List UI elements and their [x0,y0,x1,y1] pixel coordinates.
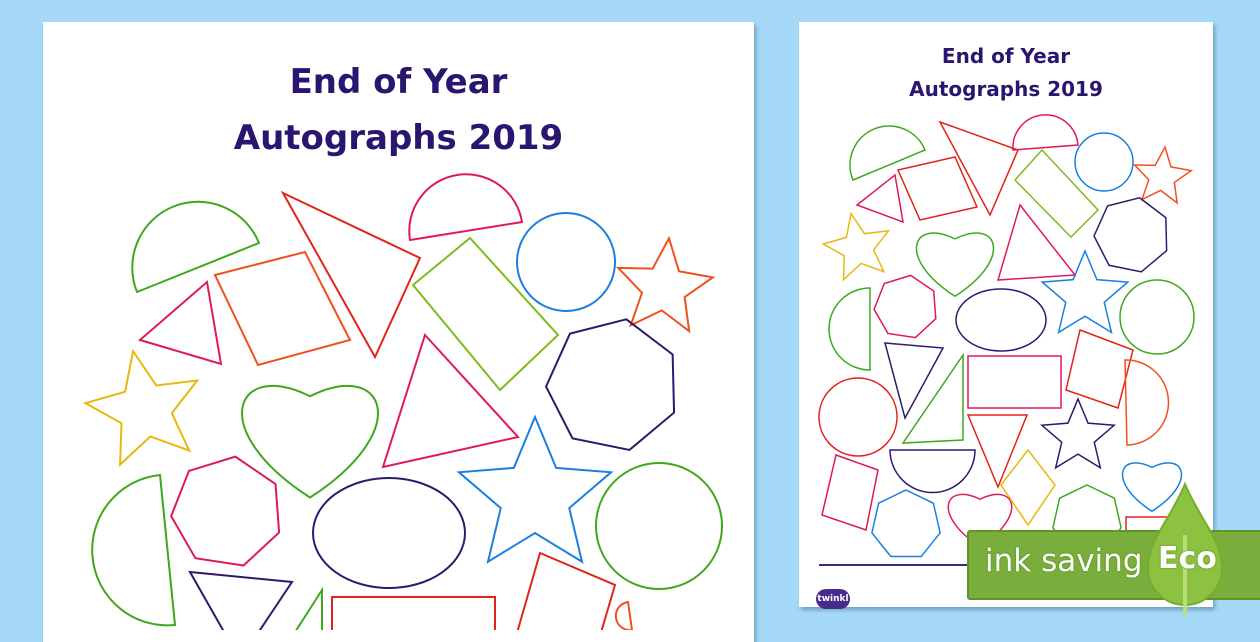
triangle-shape [901,352,964,444]
triangle-shape [137,280,223,366]
square-shape [213,250,352,367]
star-shape [821,211,891,282]
semicircle-shape [91,473,177,627]
square-shape [821,454,879,531]
circle-shape [818,377,898,457]
worksheet-preview-large: End of Year Autographs 2019 [43,22,754,642]
semicircle-shape [828,287,871,371]
sheet-title-line2: Autographs 2019 [233,118,564,158]
rectangle-shape [967,355,1062,409]
heptagon-shape [544,318,676,452]
star-shape [1132,145,1194,205]
heptagon-shape [1093,196,1168,273]
semicircle-shape [1012,114,1079,151]
semicircle-shape [1124,359,1170,446]
triangle-shape [381,333,520,469]
triangle-shape [884,342,945,421]
circle-shape [516,212,616,312]
sheet-title-line2: Autographs 2019 [909,77,1103,101]
circle-shape [1119,279,1195,355]
triangle-shape [188,570,294,630]
triangle-shape [996,203,1077,281]
square-shape [1065,328,1134,409]
sheet-title-line1: End of Year [289,62,508,102]
semicircle-shape [131,200,261,294]
triangle-shape [295,586,323,630]
star-shape [456,414,614,564]
circle-shape [1074,132,1134,192]
diamond-shape [1000,448,1056,527]
star-shape [1040,397,1116,470]
heptagon-shape [871,489,941,558]
star-shape [615,235,716,334]
footer-divider [819,564,1109,566]
heart-shape [241,384,379,499]
square-shape [896,156,979,221]
circle-shape [595,462,723,590]
eco-label: Eco [1158,541,1217,576]
ellipse-shape [312,477,466,589]
ink-saving-text: ink saving [985,543,1143,579]
heart-shape [947,493,1013,548]
semicircle-shape [849,125,926,181]
heart-shape [1122,462,1182,513]
triangle-shape [855,173,904,224]
star-shape [82,348,200,467]
semicircle-shape [408,173,524,242]
square-shape [516,551,617,630]
heptagon-shape [170,455,281,567]
rectangle-shape [331,596,496,630]
star-shape [1040,249,1130,334]
triangle-shape [938,120,1020,217]
semicircle-shape [889,449,976,494]
heptagon-shape [873,274,937,339]
twinkl-logo: twinkl [816,589,850,609]
triangle-shape [966,414,1029,489]
heart-shape [915,232,995,298]
rectangle-shape [411,236,560,392]
ellipse-shape [955,288,1047,352]
triangle-shape [280,190,422,360]
worksheet-preview-small: End of Year Autographs 2019 twinkl [799,22,1213,609]
sheet-title-line1: End of Year [941,44,1071,68]
rectangle-shape [1013,148,1100,239]
